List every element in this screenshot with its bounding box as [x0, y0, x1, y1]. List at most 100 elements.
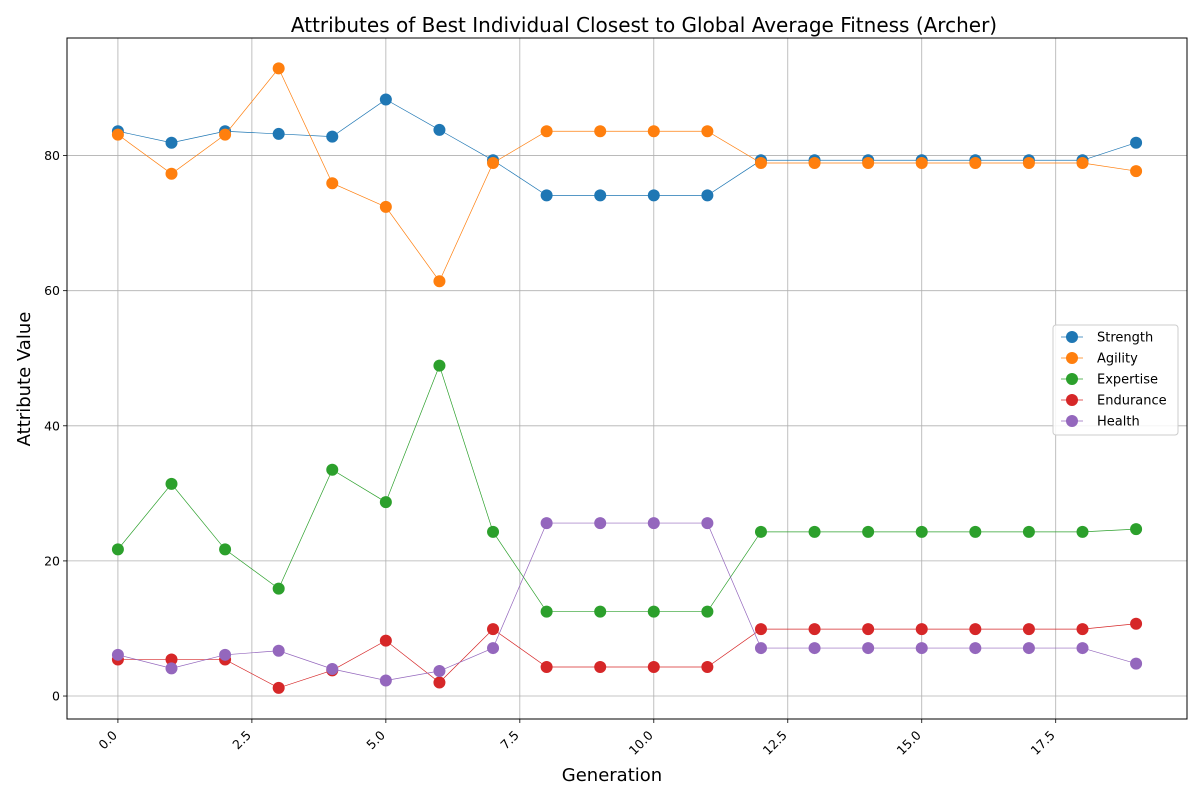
data-point-health	[272, 644, 285, 657]
legend-label: Endurance	[1097, 394, 1167, 409]
legend: Strength Agility Expertise Endurance Health	[1052, 324, 1179, 436]
legend-box	[1052, 324, 1179, 436]
series-endurance	[111, 617, 1143, 694]
legend-marker	[1066, 394, 1078, 406]
plot-frame	[66, 37, 1188, 720]
legend-label: Strength	[1097, 331, 1153, 346]
data-point-endurance	[487, 623, 500, 636]
x-tick-label: 15.0	[894, 727, 924, 757]
data-point-expertise	[1130, 523, 1143, 536]
data-point-health	[165, 662, 178, 675]
data-point-agility	[969, 156, 982, 169]
data-point-endurance	[808, 623, 821, 636]
data-point-endurance	[1130, 617, 1143, 630]
legend-label: Agility	[1097, 352, 1138, 367]
series-line-expertise	[117, 364, 1137, 612]
data-point-endurance	[433, 676, 446, 689]
legend-label: Expertise	[1097, 373, 1158, 388]
data-point-expertise	[1022, 525, 1035, 538]
data-point-agility	[487, 156, 500, 169]
series-strength	[111, 93, 1143, 202]
data-point-health	[487, 642, 500, 655]
data-point-endurance	[540, 660, 553, 673]
legend-marker	[1066, 352, 1078, 364]
data-point-endurance	[701, 660, 714, 673]
data-point-endurance	[647, 660, 660, 673]
data-point-agility	[272, 62, 285, 75]
y-tick-label: 60	[44, 283, 60, 298]
series-layer	[111, 62, 1143, 694]
data-point-health	[754, 642, 767, 655]
data-point-health	[808, 642, 821, 655]
series-line-health	[117, 522, 1137, 681]
legend-item-strength: Strength	[1061, 331, 1153, 346]
data-point-agility	[915, 156, 928, 169]
data-point-health	[969, 642, 982, 655]
data-point-health	[594, 517, 607, 530]
data-point-expertise	[272, 582, 285, 595]
data-point-expertise	[540, 605, 553, 618]
data-point-endurance	[969, 623, 982, 636]
data-point-agility	[1130, 165, 1143, 178]
legend-marker	[1066, 331, 1078, 343]
data-point-endurance	[1022, 623, 1035, 636]
data-point-agility	[754, 156, 767, 169]
data-point-expertise	[487, 525, 500, 538]
data-point-health	[219, 648, 232, 661]
data-point-health	[326, 663, 339, 676]
legend-marker	[1066, 373, 1078, 385]
data-point-expertise	[594, 605, 607, 618]
data-point-agility	[379, 200, 392, 213]
data-point-health	[111, 648, 124, 661]
series-line-strength	[117, 99, 1137, 196]
legend-item-agility: Agility	[1061, 352, 1138, 367]
data-point-agility	[433, 275, 446, 288]
data-point-agility	[111, 128, 124, 141]
x-axis-ticks: 0.0 2.5 5.0 7.5 10.0 12.5 15.0 17.5	[95, 719, 1058, 758]
y-axis-label: Attribute Value	[14, 312, 35, 447]
legend-item-health: Health	[1061, 415, 1140, 430]
data-point-expertise	[326, 463, 339, 476]
series-line-agility	[117, 67, 1137, 282]
data-point-strength	[647, 189, 660, 202]
data-point-expertise	[219, 543, 232, 556]
y-tick-label: 20	[44, 553, 60, 568]
series-line-endurance	[117, 623, 1137, 689]
x-tick-label: 12.5	[760, 728, 790, 758]
grid-lines	[67, 38, 1187, 719]
data-point-expertise	[969, 525, 982, 538]
data-point-expertise	[379, 496, 392, 509]
data-point-endurance	[915, 623, 928, 636]
legend-item-endurance: Endurance	[1061, 394, 1167, 409]
legend-item-expertise: Expertise	[1061, 373, 1158, 388]
legend-label: Health	[1097, 415, 1140, 430]
series-agility	[111, 62, 1143, 288]
data-point-expertise	[915, 525, 928, 538]
data-point-health	[647, 517, 660, 530]
data-point-expertise	[647, 605, 660, 618]
data-point-agility	[701, 125, 714, 138]
data-point-expertise	[165, 477, 178, 490]
x-tick-label: 0.0	[95, 727, 120, 752]
data-point-strength	[701, 189, 714, 202]
data-point-expertise	[862, 525, 875, 538]
series-expertise	[111, 359, 1143, 618]
data-point-endurance	[165, 653, 178, 666]
data-point-endurance	[862, 623, 875, 636]
x-tick-label: 7.5	[497, 728, 522, 753]
legend-marker	[1066, 415, 1078, 427]
data-point-agility	[1076, 156, 1089, 169]
data-point-expertise	[433, 359, 446, 372]
y-axis-ticks: 0 20 40 60 80	[44, 148, 67, 704]
data-point-health	[1076, 642, 1089, 655]
data-point-health	[1130, 657, 1143, 670]
data-point-expertise	[701, 605, 714, 618]
data-point-health	[433, 665, 446, 678]
data-point-agility	[594, 125, 607, 138]
data-point-endurance	[754, 623, 767, 636]
data-point-health	[540, 517, 553, 530]
data-point-health	[379, 674, 392, 687]
data-point-agility	[165, 167, 178, 180]
data-point-strength	[326, 130, 339, 143]
